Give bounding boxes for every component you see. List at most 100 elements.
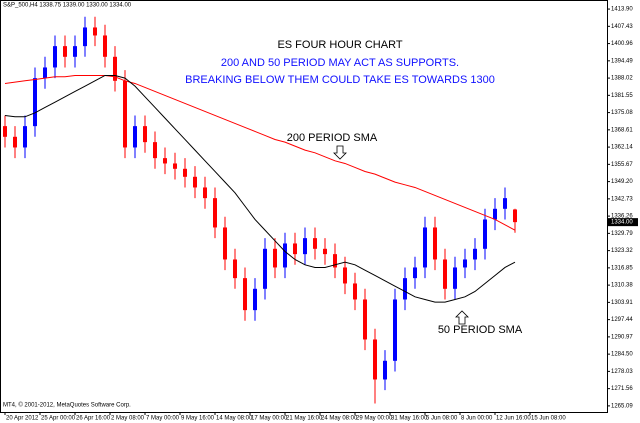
candle-body <box>493 208 497 220</box>
candle-body <box>113 56 117 81</box>
y-tick-label: 1394.49 <box>611 58 633 64</box>
candle-body <box>343 267 347 284</box>
x-tick-label: 2 May 08:00 <box>111 416 145 422</box>
candle-body <box>393 299 397 361</box>
footer: MT4, © 2001-2012, MetaQuotes Software Co… <box>3 402 131 409</box>
candle-body <box>433 227 437 260</box>
last-price-label: 1334.00 <box>611 220 633 226</box>
x-tick-label: 29 May 00:00 <box>356 416 393 422</box>
last-price-box <box>608 218 638 227</box>
sma-line <box>4 74 516 231</box>
candle-body <box>513 209 517 223</box>
candle-body <box>323 248 327 255</box>
candle-body <box>423 227 427 268</box>
candle-body <box>163 158 167 164</box>
candle-body <box>123 80 127 148</box>
candle-body <box>93 27 97 36</box>
x-tick-label: 14 May 08:00 <box>216 416 253 422</box>
candle-body <box>183 168 187 177</box>
annotation: 200 AND 50 PERIOD MAY ACT AS SUPPORTS. <box>221 57 459 69</box>
x-tick-label: 12 Jun 16:00 <box>496 416 531 422</box>
y-tick-label: 1413.90 <box>611 7 633 13</box>
sma-line <box>4 74 516 303</box>
candle-body <box>133 126 137 148</box>
candle-body <box>213 198 217 228</box>
y-tick-label: 1381.55 <box>611 93 633 99</box>
y-tick-label: 1265.09 <box>611 403 633 409</box>
candle-body <box>173 163 177 169</box>
y-tick-label: 1362.14 <box>611 145 633 151</box>
y-tick-label: 1336.26 <box>611 214 633 220</box>
candle-body <box>23 126 27 148</box>
candle-body <box>243 278 247 311</box>
candle-body <box>233 259 237 279</box>
y-tick-label: 1388.02 <box>611 76 633 82</box>
candle-body <box>353 283 357 300</box>
y-tick-label: 1323.32 <box>611 248 633 254</box>
candle-body <box>363 299 367 340</box>
candle-body <box>143 126 147 143</box>
y-tick-label: 1355.67 <box>611 162 633 168</box>
series-label: 50 PERIOD SMA <box>438 324 523 336</box>
y-tick-label: 1284.50 <box>611 352 633 358</box>
candle-body <box>13 136 17 148</box>
candle-body <box>153 142 157 159</box>
candle-body <box>193 176 197 188</box>
y-tick-label: 1407.43 <box>611 24 633 30</box>
candle-body <box>43 67 47 79</box>
candle-body <box>413 267 417 279</box>
candle-body <box>33 78 37 127</box>
y-tick-label: 1271.56 <box>611 386 633 392</box>
arrow-up <box>455 310 469 325</box>
y-tick-label: 1329.79 <box>611 231 633 237</box>
candle-body <box>373 339 377 380</box>
y-tick-label: 1349.20 <box>611 179 633 185</box>
candle-body <box>263 248 267 289</box>
x-tick-label: 7 May 00:00 <box>146 416 180 422</box>
candle-body <box>383 360 387 380</box>
y-tick-label: 1342.73 <box>611 196 633 202</box>
x-tick-label: 20 Apr 2012 <box>6 416 39 422</box>
x-tick-label: 9 May 16:00 <box>181 416 215 422</box>
x-tick-label: 17 May 00:00 <box>251 416 288 422</box>
candle-body <box>483 219 487 249</box>
annotation: BREAKING BELOW THEM COULD TAKE ES TOWARD… <box>185 74 495 86</box>
candle-body <box>333 254 337 268</box>
candle-body <box>303 238 307 255</box>
y-tick-label: 1310.38 <box>611 283 633 289</box>
candle-body <box>53 46 57 68</box>
candle-body <box>473 248 477 260</box>
x-tick-label: 24 May 08:00 <box>321 416 358 422</box>
x-tick-label: 31 May 16:00 <box>391 416 428 422</box>
y-tick-label: 1303.91 <box>611 300 633 306</box>
y-tick-label: 1400.96 <box>611 41 633 47</box>
x-tick-label: 15 Jun 08:00 <box>531 416 566 422</box>
x-tick-label: 5 Jun 08:00 <box>426 416 458 422</box>
candle-body <box>203 187 207 199</box>
candle-body <box>313 238 317 249</box>
x-tick-label: 25 Apr 00:00 <box>41 416 76 422</box>
candle-body <box>453 267 457 289</box>
y-tick-label: 1297.44 <box>611 317 633 323</box>
candle-body <box>73 46 77 57</box>
candle-body <box>443 259 447 289</box>
series-label: 200 PERIOD SMA <box>287 132 378 144</box>
candle-body <box>283 243 287 268</box>
candle-body <box>103 35 107 57</box>
chart-title: ES FOUR HOUR CHART <box>277 39 402 51</box>
candle-body <box>83 27 87 47</box>
arrow-down <box>333 145 347 160</box>
y-tick-label: 1368.61 <box>611 127 633 133</box>
x-tick-label: 21 May 16:00 <box>286 416 323 422</box>
candle-body <box>63 46 67 57</box>
chart-header: S&P_500,H4 1338.75 1339.00 1330.00 1334.… <box>3 3 132 9</box>
candle-body <box>253 288 257 311</box>
candle-body <box>3 126 7 137</box>
candle-body <box>293 243 297 255</box>
candle-body <box>403 278 407 300</box>
candle-body <box>223 227 227 260</box>
y-tick-label: 1375.08 <box>611 110 633 116</box>
y-tick-label: 1278.03 <box>611 369 633 375</box>
candle-body <box>463 259 467 268</box>
